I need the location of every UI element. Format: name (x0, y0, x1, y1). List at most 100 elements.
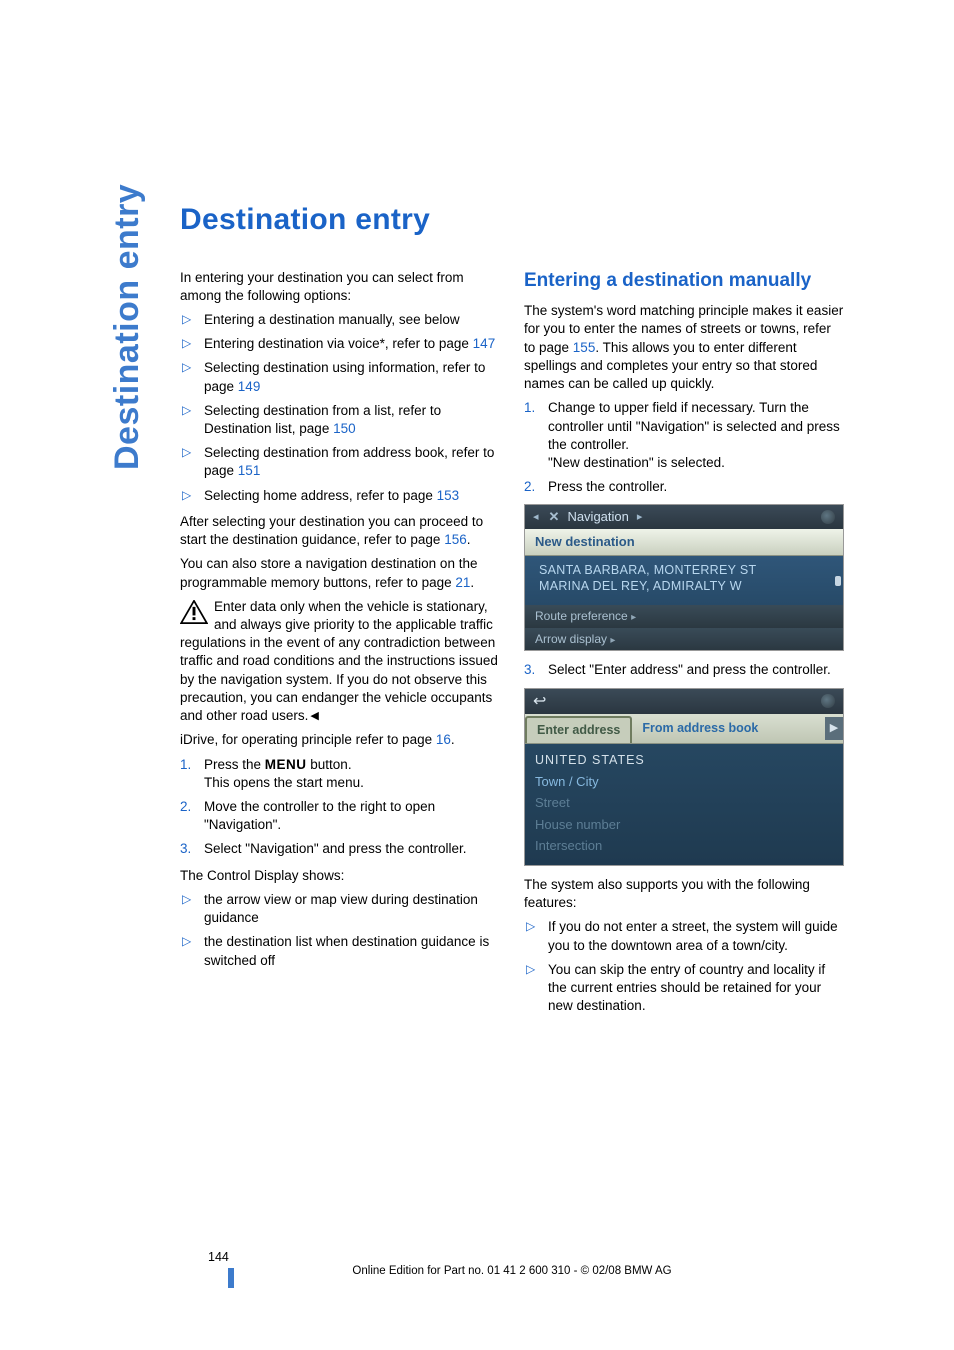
page-title: Destination entry (180, 200, 844, 241)
step-item: Move the controller to the right to open… (180, 798, 500, 834)
text: You can also store a navigation destinat… (180, 556, 477, 589)
side-tab-title: Destination entry (105, 184, 151, 470)
text: iDrive, for operating principle refer to… (180, 732, 436, 747)
text: the arrow view or map view during destin… (204, 892, 478, 925)
list-item: the destination list when destination gu… (180, 933, 500, 969)
chevron-right-icon: ▸ (631, 612, 636, 623)
address-field-list: UNITED STATES Town / City Street House n… (525, 744, 843, 865)
sub-label: Route preference (535, 609, 628, 623)
page-footer: 144 Online Edition for Part no. 01 41 2 … (180, 1240, 844, 1280)
intro-paragraph: In entering your destination you can sel… (180, 269, 500, 305)
option-item: Selecting home address, refer to page 15… (180, 487, 500, 505)
screenshot-subrow: Route preference ▸ (525, 605, 843, 628)
knob-icon (821, 510, 835, 524)
chevron-right-icon: ▸ (637, 510, 643, 525)
destination-line: SANTA BARBARA, MONTERREY ST (539, 562, 833, 579)
left-column: In entering your destination you can sel… (180, 269, 500, 1024)
warning-block: Enter data only when the vehicle is stat… (180, 598, 500, 726)
text: If you do not enter a street, the system… (548, 919, 838, 952)
text: the destination list when destination gu… (204, 934, 489, 967)
chevron-right-icon: ▶ (825, 717, 843, 740)
page-link[interactable]: 156 (444, 532, 467, 547)
text: . (451, 732, 455, 747)
tab-enter-address: Enter address (525, 716, 632, 743)
menu-button-label: MENU (265, 757, 307, 772)
knob-icon (821, 694, 835, 708)
option-item: Entering a destination manually, see bel… (180, 311, 500, 329)
two-column-layout: In entering your destination you can sel… (180, 269, 844, 1024)
section-heading: Entering a destination manually (524, 269, 844, 293)
step-text: Move the controller to the right to open… (204, 799, 435, 832)
list-item: You can skip the entry of country and lo… (524, 961, 844, 1016)
page-link[interactable]: 150 (333, 421, 356, 436)
paragraph: The system's word matching principle mak… (524, 302, 844, 393)
list-row: Intersection (535, 835, 833, 857)
page-link[interactable]: 21 (455, 575, 470, 590)
option-text: Selecting destination from a list, refer… (204, 403, 441, 436)
option-text: Entering a destination manually, see bel… (204, 312, 460, 327)
step-item: Select "Navigation" and press the contro… (180, 840, 500, 858)
options-list: Entering a destination manually, see bel… (180, 311, 500, 505)
step-text: Press the (204, 757, 265, 772)
step-item: Change to upper field if necessary. Turn… (524, 399, 844, 472)
control-display-list: the arrow view or map view during destin… (180, 891, 500, 970)
sub-label: Arrow display (535, 632, 607, 646)
list-row-country: UNITED STATES (535, 750, 833, 771)
step-item: Select "Enter address" and press the con… (524, 661, 844, 679)
page-number: 144 (208, 1249, 229, 1266)
step-item: Press the MENU button. This opens the st… (180, 756, 500, 792)
step-subtext: "New destination" is selected. (548, 455, 725, 470)
scroll-indicator (835, 576, 841, 586)
destination-line: MARINA DEL REY, ADMIRALTY W (539, 578, 833, 595)
features-list: If you do not enter a street, the system… (524, 918, 844, 1015)
screenshot-subrow: Arrow display ▸ (525, 628, 843, 651)
satellite-icon: ✕ (549, 508, 560, 526)
warning-text: Enter data only when the vehicle is stat… (180, 599, 498, 723)
page-link[interactable]: 147 (473, 336, 496, 351)
text: After selecting your destination you can… (180, 514, 483, 547)
back-icon: ↩ (533, 691, 546, 713)
list-item: If you do not enter a street, the system… (524, 918, 844, 954)
screenshot-header: ◂ ✕ Navigation ▸ (525, 505, 843, 529)
enter-address-screenshot: ↩ Enter address From address book ▶ UNIT… (524, 688, 844, 867)
option-item: Selecting destination from address book,… (180, 444, 500, 480)
step-text: Press the controller. (548, 479, 667, 494)
screenshot-body: SANTA BARBARA, MONTERREY ST MARINA DEL R… (525, 556, 843, 606)
footer-text: Online Edition for Part no. 01 41 2 600 … (180, 1240, 844, 1280)
option-text: Entering destination via voice*, refer t… (204, 336, 473, 351)
end-marker-icon: ◀ (310, 709, 318, 724)
page-link[interactable]: 153 (437, 488, 460, 503)
navigation-screenshot: ◂ ✕ Navigation ▸ New destination SANTA B… (524, 504, 844, 651)
list-row: Town / City (535, 771, 833, 793)
option-item: Selecting destination from a list, refer… (180, 402, 500, 438)
screenshot-header: ↩ (525, 689, 843, 715)
header-title: Navigation (567, 508, 628, 526)
warning-icon (180, 600, 208, 624)
text: . (470, 575, 474, 590)
chevron-left-icon: ◂ (533, 510, 539, 525)
step-item: Press the controller. (524, 478, 844, 496)
step-text: Change to upper field if necessary. Turn… (548, 400, 840, 451)
step-text: button. (307, 757, 352, 772)
manual-entry-steps: Change to upper field if necessary. Turn… (524, 399, 844, 496)
screenshot-tabs: Enter address From address book ▶ (525, 714, 843, 744)
after-select-paragraph: After selecting your destination you can… (180, 513, 500, 549)
page-link[interactable]: 151 (238, 463, 261, 478)
selected-bar: New destination (525, 529, 843, 556)
page-link[interactable]: 16 (436, 732, 451, 747)
list-row: Street (535, 792, 833, 814)
text: You can skip the entry of country and lo… (548, 962, 825, 1013)
idrive-paragraph: iDrive, for operating principle refer to… (180, 731, 500, 749)
store-destination-paragraph: You can also store a navigation destinat… (180, 555, 500, 591)
step-text: Select "Navigation" and press the contro… (204, 841, 466, 856)
text: . (467, 532, 471, 547)
footer-rule (228, 1268, 234, 1288)
page-link[interactable]: 149 (238, 379, 261, 394)
option-item: Selecting destination using information,… (180, 359, 500, 395)
right-column: Entering a destination manually The syst… (524, 269, 844, 1024)
tab-from-address-book: From address book (632, 716, 768, 741)
page-link[interactable]: 155 (573, 340, 596, 355)
list-item: the arrow view or map view during destin… (180, 891, 500, 927)
paragraph: The system also supports you with the fo… (524, 876, 844, 912)
chevron-right-icon: ▸ (610, 635, 615, 646)
